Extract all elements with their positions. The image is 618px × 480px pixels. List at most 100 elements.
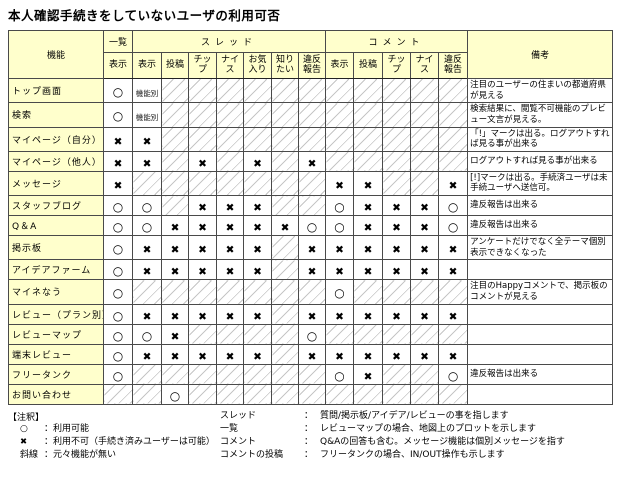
cell-no-feature bbox=[216, 170, 244, 197]
cell-not-allowed: ✖ bbox=[132, 303, 162, 325]
not-allowed-mark: ✖ bbox=[198, 202, 207, 214]
col-subheader-2-5: お気 入り bbox=[243, 52, 272, 79]
not-allowed-mark: ✖ bbox=[225, 202, 235, 214]
definition-term: スレッド bbox=[220, 410, 257, 421]
cell-not-allowed: ✖ bbox=[216, 215, 244, 236]
col-group-1: 一覧 bbox=[103, 30, 133, 53]
cell-no-feature bbox=[103, 383, 133, 405]
not-allowed-mark: ✖ bbox=[170, 350, 180, 363]
row-name: マイネなう bbox=[8, 279, 104, 305]
cell-no-feature bbox=[188, 102, 217, 128]
not-allowed-mark: ✖ bbox=[142, 244, 152, 257]
cell-no-feature bbox=[243, 279, 272, 305]
cell-no-feature bbox=[271, 126, 299, 152]
row-name: レビュー（プラン別） bbox=[8, 303, 104, 325]
cell-not-allowed: ✖ bbox=[438, 259, 469, 281]
cell-no-feature bbox=[216, 77, 244, 104]
not-allowed-mark: ✖ bbox=[225, 310, 235, 323]
definitions: スレッド ： 質問/掲示板/アイデア/レビューの事を指します 一覧 ： レビューマップの場… bbox=[220, 410, 618, 462]
cell-not-allowed: ✖ bbox=[438, 303, 469, 325]
col-subheader-3-1: 表示 bbox=[325, 52, 355, 79]
col-header-function: 機能 bbox=[8, 30, 104, 79]
cell-no-feature bbox=[188, 279, 217, 305]
not-allowed-mark: ✖ bbox=[307, 244, 317, 257]
cell-allowed: ○ bbox=[103, 77, 133, 104]
not-allowed-mark: ✖ bbox=[253, 157, 262, 170]
cell-no-feature bbox=[410, 150, 440, 172]
header-sub-row: 表示 表示 投稿 チッ プナイ スお気 入り 知り たい 違反 報告 表示 投稿 チッ プナイ … bbox=[9, 52, 613, 79]
cell-not-allowed: ✖ bbox=[325, 234, 355, 261]
cell-not-allowed: ✖ bbox=[325, 303, 355, 325]
cell-not-allowed: ✖ bbox=[216, 195, 244, 216]
row-name: メッセージ bbox=[8, 170, 104, 197]
cell-allowed: ○ bbox=[325, 279, 355, 305]
cell-no-feature bbox=[271, 170, 299, 197]
cell-no-feature bbox=[271, 303, 299, 325]
legend-text: ：利用可能 bbox=[44, 423, 90, 434]
legend-symbol-x: ✖ bbox=[20, 436, 28, 447]
cell-no-feature bbox=[132, 383, 162, 405]
not-allowed-mark: ✖ bbox=[448, 244, 458, 257]
table-row: トップ画面 ○ 機能別 注目のユーザーの住まいの都道府県が見える bbox=[8, 77, 614, 104]
cell-not-allowed: ✖ bbox=[297, 259, 327, 281]
row-remark: 注目のHappyコメントで、掲示板のコメントが見える bbox=[467, 279, 614, 305]
cell-not-allowed: ✖ bbox=[297, 150, 327, 172]
cell-not-allowed: ✖ bbox=[353, 259, 384, 281]
cell-no-feature bbox=[382, 279, 412, 305]
definition-desc: 質問/掲示板/アイデア/レビューの事を指します bbox=[320, 410, 509, 421]
cell-no-feature bbox=[161, 195, 189, 216]
not-allowed-mark: ✖ bbox=[253, 310, 262, 323]
cell-not-allowed: ✖ bbox=[243, 195, 272, 216]
cell-no-feature bbox=[410, 323, 440, 345]
not-allowed-mark: ✖ bbox=[363, 310, 373, 323]
not-allowed-mark: ✖ bbox=[420, 202, 429, 214]
not-allowed-mark: ✖ bbox=[198, 157, 207, 170]
cell-not-allowed: ✖ bbox=[297, 303, 327, 325]
cell-not-allowed: ✖ bbox=[410, 259, 440, 281]
cell-not-allowed: ✖ bbox=[353, 303, 384, 325]
not-allowed-mark: ✖ bbox=[420, 244, 429, 257]
not-allowed-mark: ✖ bbox=[198, 266, 207, 279]
cell-no-feature bbox=[353, 323, 384, 345]
not-allowed-mark: ✖ bbox=[113, 135, 123, 148]
not-allowed-mark: ✖ bbox=[307, 266, 317, 279]
cell-not-allowed: ✖ bbox=[353, 343, 384, 365]
cell-no-feature bbox=[410, 77, 440, 104]
col-group-2: スレッド bbox=[131, 30, 327, 53]
cell-allowed: ○ bbox=[325, 363, 355, 385]
not-allowed-mark: ✖ bbox=[363, 222, 373, 234]
row-name: 掲示板 bbox=[8, 234, 104, 261]
row-name: トップ画面 bbox=[8, 77, 104, 104]
not-allowed-mark: ✖ bbox=[253, 350, 262, 363]
cell-no-feature bbox=[438, 77, 469, 104]
col-subheader-2-1: 表示 bbox=[132, 52, 162, 79]
cell-not-allowed: ✖ bbox=[132, 343, 162, 365]
cell-allowed: ○ bbox=[325, 195, 355, 216]
cell-allowed: ○ bbox=[103, 323, 133, 345]
not-allowed-mark: ✖ bbox=[335, 310, 344, 323]
cell-no-feature bbox=[410, 383, 440, 405]
allowed-mark: ○ bbox=[112, 264, 124, 279]
cell-no-feature bbox=[353, 150, 384, 172]
allowed-mark: ○ bbox=[334, 220, 345, 234]
cell-no-feature bbox=[325, 323, 355, 345]
cell-not-allowed: ✖ bbox=[410, 195, 440, 216]
allowed-mark: ○ bbox=[112, 308, 124, 323]
cell-allowed: ○ bbox=[297, 323, 327, 345]
cell-no-feature bbox=[410, 363, 440, 385]
row-name: スタッフブログ bbox=[8, 195, 104, 216]
cell-not-allowed: ✖ bbox=[216, 303, 244, 325]
cell-not-allowed: ✖ bbox=[161, 343, 189, 365]
row-remark bbox=[467, 323, 614, 345]
cell-not-allowed: ✖ bbox=[216, 259, 244, 281]
cell-not-allowed: ✖ bbox=[132, 126, 162, 152]
table-row: スタッフブログ ○ ○ ✖ ✖ ✖ ○ ✖ ✖ ✖ ○ 違反報告は出来る bbox=[8, 195, 614, 216]
row-remark bbox=[467, 343, 614, 365]
cell-not-allowed: ✖ bbox=[353, 363, 384, 385]
cell-not-allowed: ✖ bbox=[243, 259, 272, 281]
not-allowed-mark: ✖ bbox=[392, 244, 401, 257]
allowed-mark: ○ bbox=[334, 368, 345, 383]
cell-no-feature bbox=[271, 279, 299, 305]
cell-not-allowed: ✖ bbox=[353, 170, 384, 197]
header-group-row: 機能 一覧 スレッド コメント 備考 bbox=[8, 30, 614, 79]
